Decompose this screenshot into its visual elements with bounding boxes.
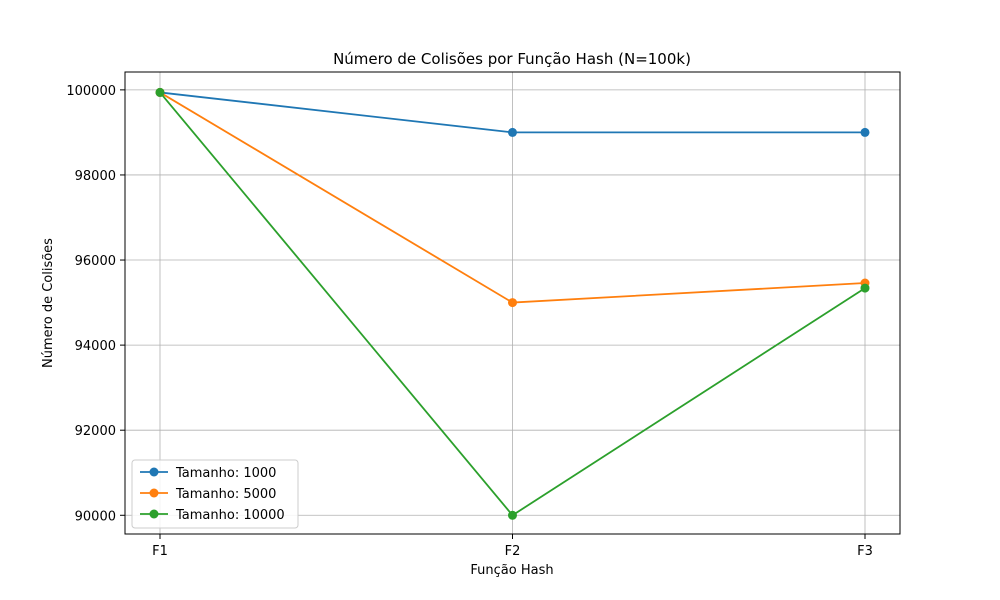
y-tick-label: 96000 [75,254,116,269]
data-point-series-1 [508,127,517,137]
x-axis-label: Função Hash [470,563,553,578]
y-tick-label: 94000 [75,339,116,354]
data-point-series-3 [860,283,870,293]
x-tick-label: F3 [857,544,873,559]
y-axis: 90000 92000 94000 96000 98000 100000 [66,84,125,524]
legend: Tamanho: 1000 Tamanho: 5000 Tamanho: 10000 [131,459,299,529]
data-point-series-3 [508,510,517,520]
y-tick-label: 100000 [66,84,116,99]
legend-label: Tamanho: 10000 [175,508,285,523]
y-tick-label: 90000 [75,509,116,524]
data-point-series-1 [860,127,870,137]
y-tick-label: 92000 [75,424,116,439]
x-tick-label: F2 [505,544,521,559]
legend-swatch-marker [149,488,159,498]
legend-label: Tamanho: 1000 [175,466,276,481]
data-point-series-2 [508,298,517,308]
legend-swatch-marker [149,467,159,477]
legend-label: Tamanho: 5000 [175,487,276,502]
x-axis: F1 F2 F3 [152,534,873,559]
y-axis-label: Número de Colisões [41,238,56,368]
series-layer [155,87,870,520]
data-point-series-3 [155,87,165,97]
x-tick-label: F1 [152,544,168,559]
legend-box [131,459,299,529]
legend-swatch-marker [149,509,159,519]
y-tick-label: 98000 [75,169,116,184]
chart-title: Número de Colisões por Função Hash (N=10… [333,50,691,68]
